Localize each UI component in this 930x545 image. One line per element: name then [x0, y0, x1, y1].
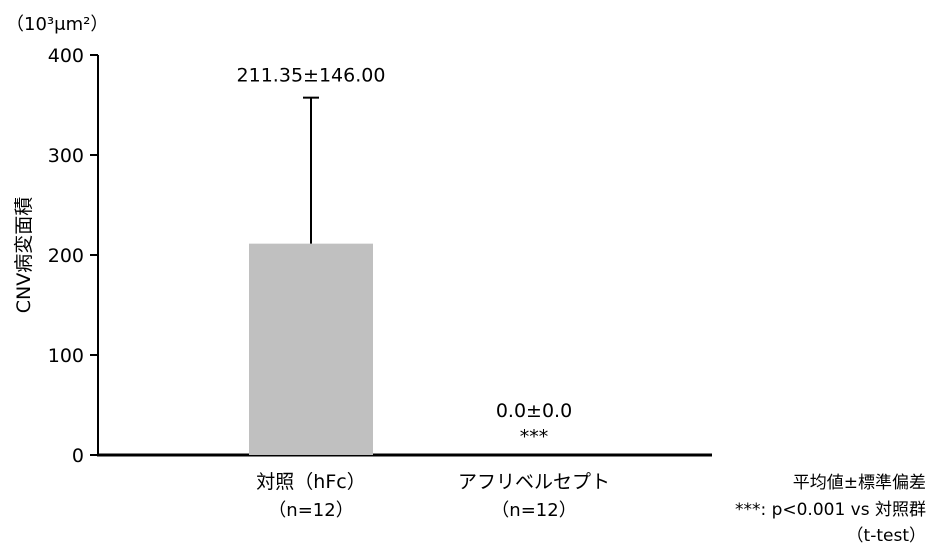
value-label: 0.0±0.0 — [496, 400, 572, 422]
value-labels: 211.35±146.00 0.0±0.0 *** — [237, 65, 573, 448]
footnote: ***: p<0.001 vs 対照群 — [735, 500, 926, 520]
y-unit-label: （10³μm²） — [6, 14, 108, 35]
category-sublabel: （n=12） — [491, 500, 576, 521]
category-labels: 対照（hFc） （n=12） アフリベルセプト （n=12） — [256, 471, 610, 521]
category-sublabel: （n=12） — [268, 500, 353, 521]
notes: 平均値±標準偏差 ***: p<0.001 vs 対照群 （t-test） — [735, 473, 926, 545]
y-tick-label: 200 — [48, 245, 84, 267]
error-bars — [303, 96, 319, 244]
y-tick-label: 400 — [48, 45, 84, 67]
bar — [249, 243, 373, 455]
significance-marker: *** — [520, 426, 549, 448]
y-axis-ticks: 0 100 200 300 400 — [48, 45, 98, 467]
y-tick-label: 100 — [48, 345, 84, 367]
y-tick-label: 300 — [48, 145, 84, 167]
y-axis-title: CNV病変面積 — [13, 197, 35, 313]
value-label: 211.35±146.00 — [237, 65, 386, 87]
bars — [249, 243, 373, 455]
footnote: （t-test） — [847, 526, 926, 545]
category-label: 対照（hFc） — [256, 471, 365, 493]
footnote: 平均値±標準偏差 — [793, 473, 926, 493]
y-tick-label: 0 — [72, 445, 84, 467]
category-label: アフリベルセプト — [458, 471, 610, 493]
